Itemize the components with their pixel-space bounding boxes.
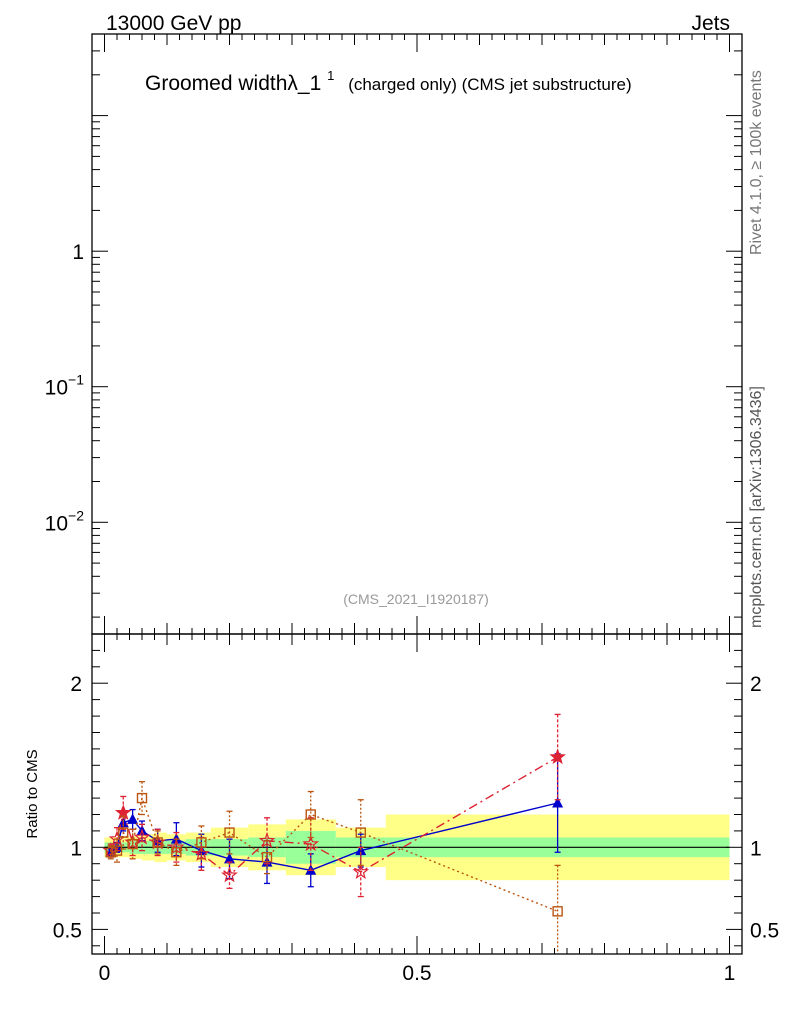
- data-point: [224, 852, 235, 864]
- main-panel: 110−110−2 Groomed widthλ_1 1 (charged on…: [45, 33, 743, 635]
- data-point: [133, 828, 151, 845]
- main-y-tick-label: 10−1: [45, 372, 85, 400]
- ratio-y-axis: 0.5 0.5 1 1 2 2: [53, 649, 779, 947]
- rivet-version-label: Rivet 4.1.0, ≥ 100k events: [748, 70, 765, 255]
- data-point: [111, 845, 123, 856]
- ratio-frame: [91, 633, 743, 955]
- data-point: [171, 847, 182, 858]
- main-title-text: Groomed widthλ_1: [145, 72, 321, 95]
- main-y-tick-base: 10: [45, 512, 68, 535]
- ratio-y-tick-label-right: 2: [750, 673, 762, 696]
- main-y-tick-label: 10−2: [45, 507, 85, 535]
- main-y-tick-exp: −1: [68, 372, 84, 388]
- data-point: [552, 906, 563, 917]
- data-point: [105, 847, 116, 858]
- data-point: [549, 748, 566, 765]
- main-y-tick-label: 1: [72, 241, 84, 264]
- ratio-x-tick-label: 1: [724, 962, 736, 985]
- ratio-series: [102, 713, 566, 954]
- main-subtitle: (charged only) (CMS jet substructure): [348, 75, 631, 94]
- ratio-y-label: Ratio to CMS: [24, 749, 41, 838]
- main-y-tick-exp: −2: [68, 507, 84, 523]
- ratio-y-tick-label: 1: [70, 837, 82, 860]
- main-title: Groomed widthλ_1 1 (charged only) (CMS j…: [145, 62, 632, 95]
- analysis-watermark: (CMS_2021_I1920187): [343, 591, 489, 607]
- energy-label: 13000 GeV pp: [106, 12, 241, 35]
- ratio-x-tick-label: 0: [99, 962, 111, 985]
- data-point: [224, 827, 235, 838]
- ratio-y-tick-label: 0.5: [53, 919, 82, 942]
- data-point: [221, 866, 238, 883]
- ratio-y-tick-label-right: 1: [750, 837, 762, 860]
- main-title-sup: 1: [327, 68, 334, 83]
- series-red-stars: [102, 713, 566, 898]
- ratio-x-axis: 0 0.5 1: [99, 34, 736, 985]
- ratio-y-tick-label: 2: [70, 673, 82, 696]
- data-point: [193, 845, 210, 862]
- data-point: [258, 832, 276, 848]
- main-y-tick-base: 1: [72, 241, 84, 264]
- main-y-axis: 110−110−2: [45, 33, 742, 618]
- data-point: [127, 813, 139, 824]
- ratio-x-tick-label: 0.5: [402, 962, 431, 985]
- ratio-panel: 0.5 0.51 12 2 0 0.5 1 Ratio to CMS: [24, 34, 779, 985]
- data-point: [168, 838, 185, 855]
- data-point: [152, 837, 163, 848]
- data-point: [355, 827, 366, 838]
- ratio-y-tick-label-right: 0.5: [750, 919, 779, 942]
- data-point: [127, 838, 138, 850]
- data-point: [305, 809, 316, 820]
- data-point: [196, 837, 207, 848]
- data-point: [136, 792, 148, 804]
- category-label: Jets: [691, 12, 730, 35]
- data-point: [352, 863, 370, 880]
- data-point: [261, 851, 273, 863]
- data-point: [118, 827, 129, 838]
- mcplots-label: mcplots.cern.ch [arXiv:1306.3436]: [748, 386, 765, 628]
- main-frame: [91, 33, 743, 635]
- data-point: [302, 835, 320, 852]
- series-brown-squares: [105, 781, 563, 954]
- data-point: [552, 797, 564, 808]
- main-y-tick-base: 10: [45, 377, 68, 400]
